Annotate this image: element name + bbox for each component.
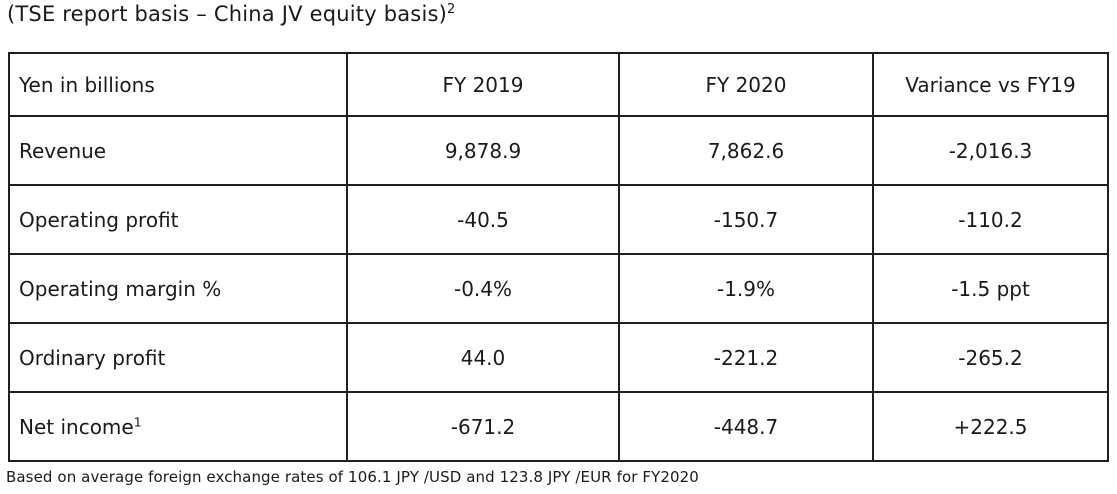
table-row-ordinary-profit: Ordinary profit 44.0 -221.2 -265.2 (8, 322, 1109, 393)
cell-fy2020: -221.2 (618, 322, 874, 393)
column-header-metric: Yen in billions (8, 52, 348, 117)
row-label: Revenue (8, 115, 348, 186)
cell-fy2019: -671.2 (346, 391, 620, 462)
financial-results-table: Yen in billions FY 2019 FY 2020 Variance… (8, 52, 1109, 462)
cell-fy2020: -150.7 (618, 184, 874, 255)
row-label: Net income1 (8, 391, 348, 462)
page-title: (TSE report basis – China JV equity basi… (7, 2, 456, 26)
cell-fy2019: -0.4% (346, 253, 620, 324)
column-header-variance: Variance vs FY19 (872, 52, 1109, 117)
row-label: Operating margin % (8, 253, 348, 324)
cell-fy2019: 9,878.9 (346, 115, 620, 186)
page-title-text: (TSE report basis – China JV equity basi… (7, 2, 448, 26)
cell-variance: -110.2 (872, 184, 1109, 255)
column-header-fy2020: FY 2020 (618, 52, 874, 117)
column-header-fy2019: FY 2019 (346, 52, 620, 117)
cell-fy2020: 7,862.6 (618, 115, 874, 186)
row-label-text: Revenue (19, 138, 107, 163)
cell-fy2020: -1.9% (618, 253, 874, 324)
row-label-text: Operating margin % (19, 276, 222, 301)
page-title-superscript: 2 (447, 2, 456, 17)
row-label: Ordinary profit (8, 322, 348, 393)
cell-fy2019: -40.5 (346, 184, 620, 255)
table-row-revenue: Revenue 9,878.9 7,862.6 -2,016.3 (8, 115, 1109, 186)
footnote: Based on average foreign exchange rates … (6, 468, 699, 486)
row-label-superscript: 1 (133, 413, 142, 429)
row-label: Operating profit (8, 184, 348, 255)
row-label-text: Operating profit (19, 207, 179, 232)
table-header-row: Yen in billions FY 2019 FY 2020 Variance… (8, 52, 1109, 117)
cell-variance: -265.2 (872, 322, 1109, 393)
table-row-net-income: Net income1 -671.2 -448.7 +222.5 (8, 391, 1109, 462)
cell-variance: -1.5 ppt (872, 253, 1109, 324)
row-label-text: Net income (19, 414, 134, 439)
cell-fy2019: 44.0 (346, 322, 620, 393)
cell-variance: -2,016.3 (872, 115, 1109, 186)
table-row-operating-margin: Operating margin % -0.4% -1.9% -1.5 ppt (8, 253, 1109, 324)
row-label-text: Ordinary profit (19, 345, 166, 370)
table-row-operating-profit: Operating profit -40.5 -150.7 -110.2 (8, 184, 1109, 255)
cell-fy2020: -448.7 (618, 391, 874, 462)
cell-variance: +222.5 (872, 391, 1109, 462)
